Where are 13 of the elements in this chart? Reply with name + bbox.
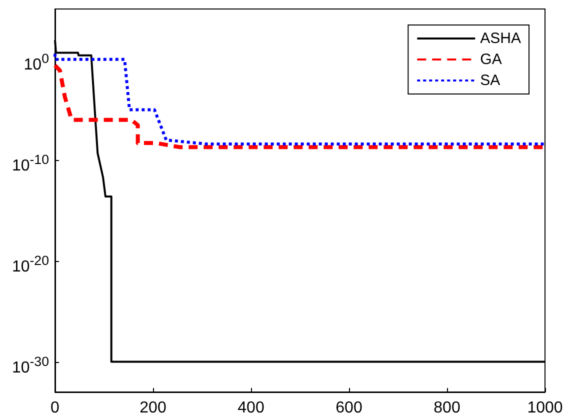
y-tick-label: 10$^{-10}$ bbox=[10, 151, 49, 176]
legend-label: ASHA bbox=[480, 30, 522, 47]
x-tick-label: 800 bbox=[434, 400, 460, 416]
x-tick-label: 200 bbox=[140, 400, 166, 416]
y-tick-label: 10$^{-30}$ bbox=[10, 352, 49, 378]
y-tick-label: 10$^{-20}$ bbox=[10, 252, 49, 276]
legend-label: SA bbox=[480, 72, 500, 89]
x-tick-label: 1000 bbox=[527, 400, 563, 416]
legend-label: GA bbox=[480, 51, 502, 68]
x-tick-label: 600 bbox=[336, 400, 362, 416]
y-tick-label: 10$^{0}$ bbox=[22, 50, 49, 75]
x-tick-label: 400 bbox=[238, 400, 264, 416]
x-tick-label: 0 bbox=[50, 400, 60, 416]
